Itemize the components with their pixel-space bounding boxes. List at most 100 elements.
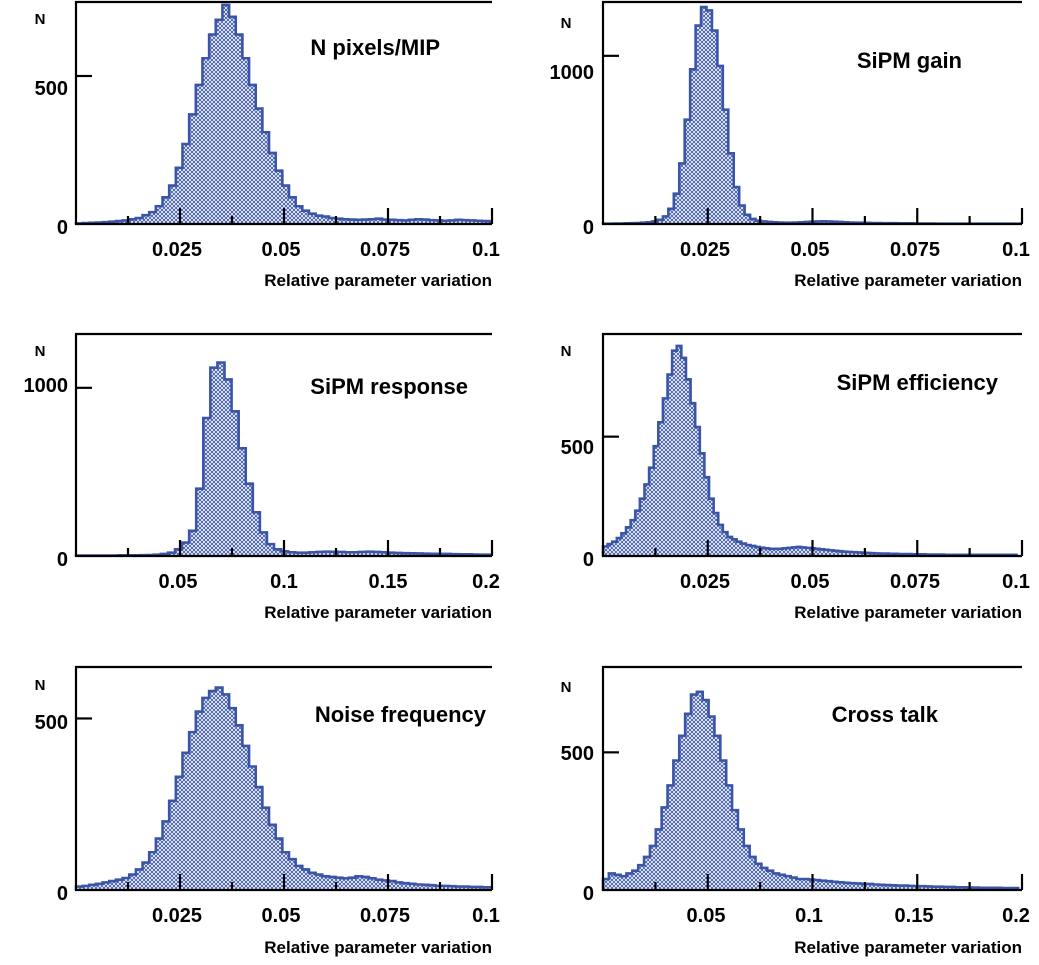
histogram-bar — [235, 34, 243, 225]
histogram-bar — [395, 882, 403, 890]
histogram-bar — [115, 879, 123, 890]
histogram-plot — [601, 332, 1024, 558]
histogram-bar — [482, 221, 489, 224]
histogram-plot — [601, 665, 1024, 892]
histogram-bar — [155, 206, 163, 224]
histogram-bar — [76, 886, 83, 890]
histogram-bar — [302, 869, 309, 890]
panel-n-pixels-mip: N Relative parameter variation N pixels/… — [35, 11, 500, 290]
x-tick-label: 0.05 — [262, 905, 301, 927]
histogram-bar — [773, 873, 779, 890]
histogram-bar — [824, 549, 829, 556]
panel-sipm-gain: N Relative parameter variation SiPM gain… — [550, 15, 1030, 290]
histogram-bar — [649, 845, 656, 890]
histogram-bar — [626, 527, 631, 556]
x-tick-label: 0.1 — [1002, 239, 1030, 261]
histogram-bar — [732, 539, 737, 556]
histogram-bar — [681, 357, 686, 556]
histogram-bar — [828, 550, 834, 556]
histogram-bar — [884, 885, 891, 890]
histogram-bar — [266, 544, 275, 556]
histogram-bar — [949, 886, 955, 890]
histogram-bar — [259, 532, 267, 556]
histogram-bar — [344, 552, 352, 556]
y-axis-label: N — [561, 343, 572, 360]
histogram-bar — [635, 510, 640, 556]
histogram-bar — [720, 760, 727, 890]
histogram-bar — [908, 885, 914, 890]
histogram-bar — [315, 215, 323, 224]
histogram-bar — [222, 694, 230, 890]
histogram-bar — [95, 883, 103, 890]
histogram-bar — [231, 411, 239, 556]
histogram-bar — [162, 821, 170, 890]
histogram-bar — [362, 876, 369, 890]
histogram-bar — [954, 887, 961, 890]
histogram-bar — [778, 874, 785, 890]
histogram-bar — [302, 210, 309, 224]
histogram-bar — [348, 877, 356, 890]
histogram-bar — [749, 856, 756, 890]
histogram-bar — [335, 218, 343, 224]
histogram-bar — [649, 467, 654, 556]
histogram-bar — [135, 869, 143, 890]
histogram-bar — [614, 874, 621, 890]
panel-title: N pixels/MIP — [310, 35, 440, 60]
histogram-bar — [737, 829, 744, 890]
panel-title: SiPM response — [310, 374, 468, 399]
histogram-bar — [475, 886, 483, 890]
histogram-bar — [238, 448, 246, 556]
histogram-bar — [355, 876, 363, 890]
histogram-bar — [943, 886, 950, 890]
histogram-bar — [295, 865, 303, 890]
histogram-bar — [831, 881, 838, 890]
x-tick-label: 0.1 — [795, 905, 823, 927]
histogram-bar — [838, 551, 843, 556]
y-axis-label: N — [35, 11, 46, 28]
x-tick-label: 0.05 — [791, 571, 830, 593]
histogram-outline — [601, 344, 1018, 557]
histogram-bar — [322, 216, 329, 224]
histogram-bar — [475, 220, 483, 224]
histogram-bar — [167, 552, 176, 556]
histogram-bar — [415, 219, 423, 224]
histogram-bar — [175, 167, 183, 224]
histogram-plot — [74, 665, 494, 892]
histogram-bar — [736, 541, 742, 556]
histogram-bar — [435, 220, 443, 224]
x-tick-label: 0.05 — [159, 571, 198, 593]
histogram-bar — [878, 884, 885, 890]
x-tick-label: 0.2 — [1002, 905, 1030, 927]
histogram-bar — [662, 398, 668, 556]
histogram-bar — [704, 477, 710, 556]
histogram-bar — [667, 785, 674, 890]
histogram-bar — [224, 379, 232, 556]
histogram-bar — [355, 219, 363, 224]
histogram-bar — [482, 887, 489, 890]
histogram-bar — [732, 810, 738, 890]
histogram-bar — [709, 498, 714, 556]
histogram-bar — [402, 220, 409, 224]
histogram-bar — [448, 220, 456, 224]
histogram-bar — [102, 882, 110, 890]
y-axis-label: N — [561, 679, 572, 696]
histogram-bar — [182, 752, 190, 890]
histogram-bar — [375, 218, 383, 224]
x-tick-label: 0.15 — [369, 571, 408, 593]
histogram-bar — [262, 132, 270, 224]
histogram-bar — [295, 552, 303, 556]
histogram-bar — [937, 886, 944, 890]
histogram-bar — [169, 185, 176, 224]
histogram-bar — [662, 216, 669, 224]
histogram-bar — [820, 880, 826, 890]
histogram-bar — [388, 219, 396, 224]
histogram-bar — [455, 886, 463, 890]
histogram-bar — [382, 880, 389, 890]
histogram-bar — [109, 881, 116, 890]
histogram-bar — [322, 876, 329, 890]
histogram-bar — [761, 867, 768, 890]
histogram-bar — [855, 883, 862, 890]
histogram-bar — [209, 691, 216, 890]
histogram-bar — [337, 551, 345, 556]
